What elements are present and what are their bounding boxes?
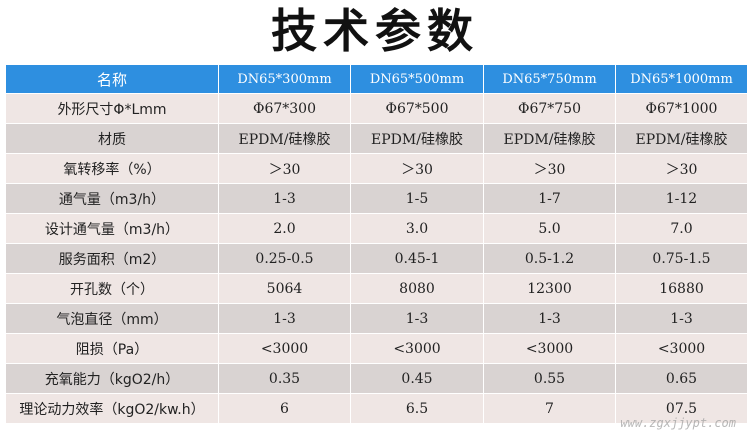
row-label: 外形尺寸Φ*Lmm — [5, 93, 219, 124]
spec-table: 名称 DN65*300mm DN65*500mm DN65*750mm DN65… — [5, 64, 748, 424]
table-cell: 1-5 — [350, 183, 484, 214]
table-cell: 2.0 — [218, 213, 351, 244]
row-label: 材质 — [5, 123, 219, 154]
table-cell: 1-3 — [218, 183, 351, 214]
table-cell: ＞30 — [350, 153, 484, 184]
table-cell: 1-3 — [218, 303, 351, 334]
table-cell: EPDM/硅橡胶 — [615, 123, 748, 154]
table-cell: 5.0 — [483, 213, 616, 244]
table-cell: 0.5-1.2 — [483, 243, 616, 274]
row-label: 氧转移率（%） — [5, 153, 219, 184]
header-cell-model: DN65*500mm — [350, 64, 484, 94]
table-cell: 1-12 — [615, 183, 748, 214]
table-cell: 1-3 — [350, 303, 484, 334]
table-cell: 3.0 — [350, 213, 484, 244]
row-label: 气泡直径（mm） — [5, 303, 219, 334]
table-cell: 6.5 — [350, 393, 484, 424]
table-cell: 0.75-1.5 — [615, 243, 748, 274]
table-cell: Φ67*500 — [350, 93, 484, 124]
header-cell-name: 名称 — [5, 64, 219, 94]
table-cell: 16880 — [615, 273, 748, 304]
table-cell: <3000 — [483, 333, 616, 364]
row-label: 阻损（Pa） — [5, 333, 219, 364]
table-row: 充氧能力（kgO2/h） 0.35 0.45 0.55 0.65 — [5, 363, 748, 394]
row-label: 服务面积（m2） — [5, 243, 219, 274]
table-row: 气泡直径（mm） 1-3 1-3 1-3 1-3 — [5, 303, 748, 334]
table-cell: 5064 — [218, 273, 351, 304]
table-cell: 1-3 — [483, 303, 616, 334]
table-cell: 12300 — [483, 273, 616, 304]
table-cell: 0.25-0.5 — [218, 243, 351, 274]
table-row: 理论动力效率（kgO2/kw.h） 6 6.5 7 07.5 — [5, 393, 748, 424]
table-cell: EPDM/硅橡胶 — [483, 123, 616, 154]
row-label: 设计通气量（m3/h） — [5, 213, 219, 244]
table-header-row: 名称 DN65*300mm DN65*500mm DN65*750mm DN65… — [5, 64, 748, 94]
table-cell: 1-7 — [483, 183, 616, 214]
page-title: 技术参数 — [271, 4, 479, 58]
table-cell: <3000 — [350, 333, 484, 364]
table-row: 服务面积（m2） 0.25-0.5 0.45-1 0.5-1.2 0.75-1.… — [5, 243, 748, 274]
table-cell: Φ67*1000 — [615, 93, 748, 124]
row-label: 开孔数（个） — [5, 273, 219, 304]
table-row: 氧转移率（%） ＞30 ＞30 ＞30 ＞30 — [5, 153, 748, 184]
table-cell: Φ67*750 — [483, 93, 616, 124]
table-cell: Φ67*300 — [218, 93, 351, 124]
table-row: 阻损（Pa） <3000 <3000 <3000 <3000 — [5, 333, 748, 364]
table-cell: <3000 — [615, 333, 748, 364]
table-row: 设计通气量（m3/h） 2.0 3.0 5.0 7.0 — [5, 213, 748, 244]
table-cell: 6 — [218, 393, 351, 424]
table-cell: 7 — [483, 393, 616, 424]
table-cell: 0.45-1 — [350, 243, 484, 274]
table-cell: ＞30 — [483, 153, 616, 184]
table-cell: 1-3 — [615, 303, 748, 334]
row-label: 充氧能力（kgO2/h） — [5, 363, 219, 394]
header-cell-model: DN65*1000mm — [615, 64, 748, 94]
table-cell: EPDM/硅橡胶 — [350, 123, 484, 154]
table-cell: 8080 — [350, 273, 484, 304]
row-label: 理论动力效率（kgO2/kw.h） — [5, 393, 219, 424]
header-cell-model: DN65*750mm — [483, 64, 616, 94]
table-cell: 0.45 — [350, 363, 484, 394]
table-row: 材质 EPDM/硅橡胶 EPDM/硅橡胶 EPDM/硅橡胶 EPDM/硅橡胶 — [5, 123, 748, 154]
table-row: 外形尺寸Φ*Lmm Φ67*300 Φ67*500 Φ67*750 Φ67*10… — [5, 93, 748, 124]
watermark: www.zgxjjypt.com — [620, 416, 736, 430]
header-cell-model: DN65*300mm — [218, 64, 351, 94]
table-cell: <3000 — [218, 333, 351, 364]
table-cell: EPDM/硅橡胶 — [218, 123, 351, 154]
table-row: 通气量（m3/h） 1-3 1-5 1-7 1-12 — [5, 183, 748, 214]
table-cell: 0.55 — [483, 363, 616, 394]
row-label: 通气量（m3/h） — [5, 183, 219, 214]
table-row: 开孔数（个） 5064 8080 12300 16880 — [5, 273, 748, 304]
table-cell: 0.35 — [218, 363, 351, 394]
table-cell: 07.5 — [615, 393, 748, 424]
table-cell: ＞30 — [615, 153, 748, 184]
table-cell: 7.0 — [615, 213, 748, 244]
table-cell: ＞30 — [218, 153, 351, 184]
table-cell: 0.65 — [615, 363, 748, 394]
